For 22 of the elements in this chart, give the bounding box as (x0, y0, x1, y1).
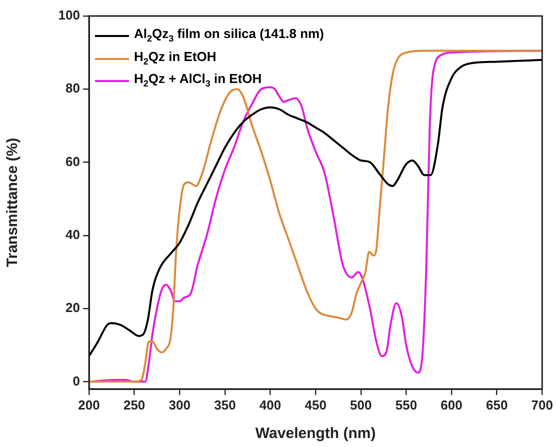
y-tick-label: 60 (66, 154, 80, 169)
x-tick-label: 700 (531, 397, 554, 412)
x-tick-label: 350 (214, 397, 236, 412)
y-tick-label: 40 (66, 226, 80, 242)
legend-label: H$_{2}$Qz + AlCl$_{3}$ in EtOH (134, 70, 262, 91)
legend-label: Al$_{2}$Qz$_{3}$ film on silica (141.8 nm) (134, 25, 324, 46)
x-tick-label: 600 (440, 397, 462, 412)
x-tick-label: 300 (168, 397, 190, 412)
y-tick-label: 80 (66, 80, 80, 96)
x-tick-label: 500 (350, 397, 372, 412)
y-tick-label: 20 (66, 300, 80, 316)
x-tick-label: 400 (259, 397, 282, 412)
x-tick-label: 200 (78, 397, 100, 412)
y-axis-title: Transmittance (%) (4, 138, 22, 268)
y-tick-label: 0 (72, 373, 80, 388)
x-tick-label: 650 (486, 397, 508, 412)
x-tick-label: 250 (123, 397, 146, 412)
x-tick-label: 450 (304, 397, 326, 412)
x-axis-title: Wavelength (nm) (255, 425, 376, 442)
x-tick-label: 550 (395, 397, 418, 412)
y-tick-label: 100 (58, 8, 80, 23)
legend-label: H$_{2}$Qz in EtOH (134, 48, 216, 68)
